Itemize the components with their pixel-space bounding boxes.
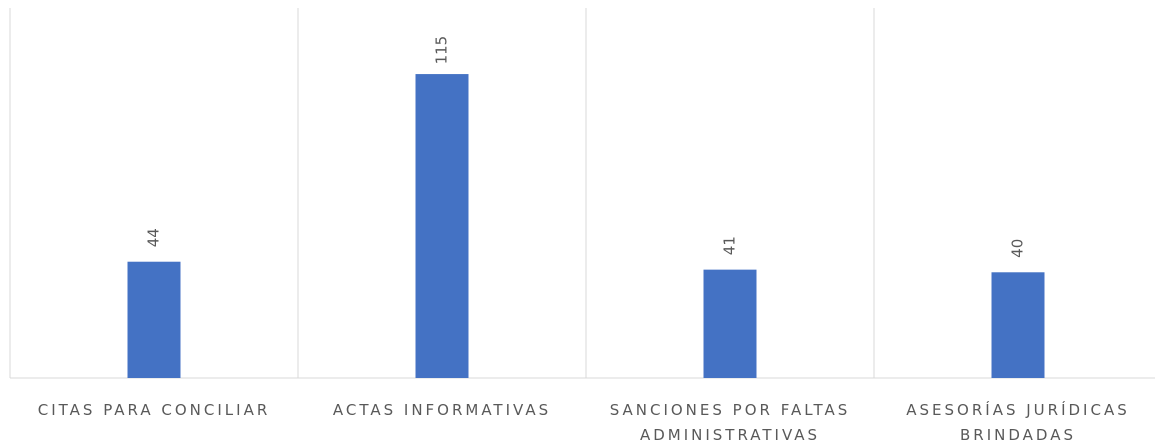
x-tick-label: ACTAS INFORMATIVAS	[332, 401, 552, 419]
data-label: 44	[145, 228, 163, 247]
bar	[415, 74, 469, 379]
bar	[703, 269, 757, 378]
data-label: 115	[433, 36, 451, 65]
x-tick-label: SANCIONES POR FALTAS ADMINISTRATIVAS	[609, 401, 851, 444]
bar	[991, 272, 1045, 378]
x-tick-label: ASESORÍAS JURÍDICAS BRINDADAS	[906, 401, 1130, 444]
x-tick-label: CITAS PARA CONCILIAR	[37, 401, 271, 419]
data-label: 40	[1009, 239, 1027, 258]
data-label: 41	[721, 236, 739, 255]
bar	[127, 261, 181, 378]
